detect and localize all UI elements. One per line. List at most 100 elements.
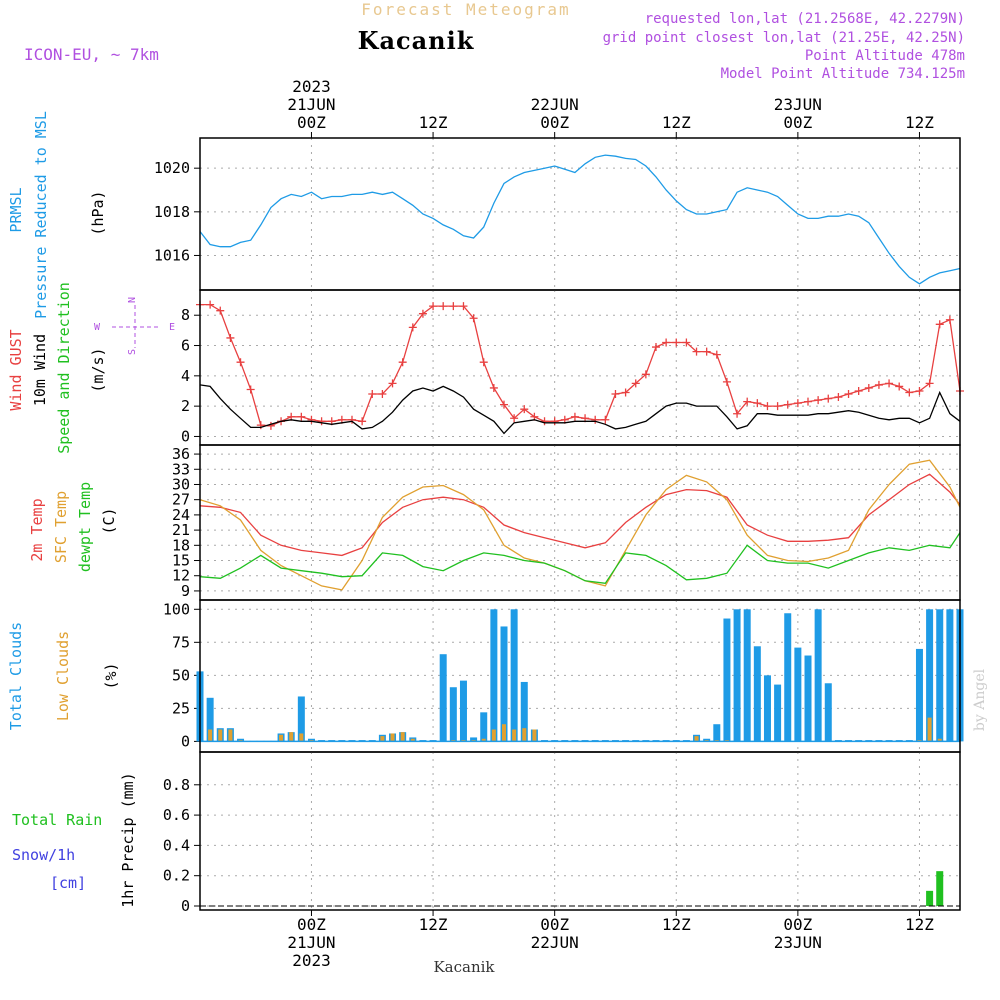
gust-marker [368,390,377,399]
footer-location: Kacanik [433,958,495,976]
cloud-bar [784,613,792,742]
gust-marker [905,388,914,397]
gust-marker [520,405,529,414]
top-title: Forecast Meteogram [361,0,570,19]
gust-marker [206,300,215,309]
precip-label-rain: Total Rain [12,811,102,829]
gust-marker [652,343,660,352]
gust-marker [793,399,802,408]
y-tick-label: 0 [181,427,190,445]
cloud-bar [763,675,771,742]
cloud-bar [926,609,934,742]
cloud-bar [915,648,923,742]
gust-marker [500,400,508,409]
cloud-bar [794,647,802,742]
date-label-bottom: 22JUN [531,933,579,952]
cloud-bar [218,729,223,742]
y-tick-label: 9 [181,582,190,600]
cloud-bar [804,655,812,742]
wind-label-3: Speed and Direction [55,282,73,454]
precip-unit: 1hr Precip (mm) [119,772,137,907]
gust-marker [479,358,488,367]
date-label-bottom: 21JUN [287,933,335,952]
time-tick-label-top: 00Z [540,113,569,132]
cloud-bar [470,737,478,742]
cloud-bar [937,738,942,742]
gust-marker [226,333,235,342]
model-label: ICON-EU, ~ 7km [24,45,159,64]
precip-bar [936,871,944,906]
date-label-top: 22JUN [531,95,579,114]
cloud-bar [491,729,496,742]
cloud-bar [753,646,761,742]
y-tick-label: 1020 [154,159,190,177]
pressure-label-2: Pressure Reduced to MSL [32,111,50,319]
y-tick-label: 24 [172,506,190,524]
gust-marker [246,385,255,394]
cloud-bar [814,609,822,742]
chart-marks: 1016101810200246891215182124273033360255… [154,77,964,970]
gust-marker [763,402,772,411]
cloud-bar [743,609,751,742]
time-tick-label-top: 12Z [419,113,448,132]
y-tick-label: 0.2 [163,867,190,885]
panel-frame [199,751,961,911]
cloud-bar [459,680,467,742]
time-tick-label-top: 12Z [662,113,691,132]
gust-marker [429,302,438,311]
compass-rose: N S W E [94,297,175,355]
gust-marker [418,309,427,318]
gust-marker [672,338,681,347]
time-tick-label-bottom: 12Z [419,915,448,934]
gust-marker [611,390,620,399]
gust-marker [874,380,883,389]
time-tick-label-bottom: 00Z [783,915,812,934]
gust-marker [641,370,650,379]
gust-marker [266,421,275,430]
gust-marker [591,415,600,424]
watermark: by Angel [972,668,988,731]
cloud-bar [400,732,405,742]
y-tick-label: 50 [172,666,190,684]
cloud-bar [480,712,488,742]
temp-label-1: 2m Temp [28,498,46,561]
clouds-label-2: Low Clouds [54,631,72,721]
date-label-top: 23JUN [774,95,822,114]
gust-marker [449,302,458,311]
cloud-bar [481,738,486,742]
time-tick-label-top: 12Z [905,113,934,132]
clouds-label-1: Total Clouds [7,622,25,730]
gust-marker [601,415,610,424]
gust-marker [307,415,316,424]
cloud-bar [824,683,832,742]
cloud-bar [297,696,305,742]
time-tick-label-bottom: 00Z [540,915,569,934]
cloud-bar [380,736,385,742]
temp-unit: (C) [100,507,118,534]
clouds-unit: (%) [102,662,120,689]
compass-w: W [94,322,101,333]
gust-marker [459,302,468,311]
temp-label-3: dewpt Temp [76,482,94,572]
cloud-bar [439,654,447,742]
panel-frame [199,444,961,601]
gust-marker [935,320,944,329]
y-tick-label: 12 [172,567,190,585]
y-tick-label: 36 [172,445,190,463]
cloud-bar [774,684,782,742]
series-line [199,532,961,584]
gust-marker [621,388,630,397]
series-line [199,473,961,557]
gust-marker [945,315,954,324]
gust-marker [773,402,782,411]
gust-marker [834,393,843,402]
gust-marker [469,314,478,323]
gust-marker [439,302,448,311]
gust-marker [398,358,407,367]
gust-marker [722,377,731,386]
y-tick-label: 8 [181,306,190,324]
gust-marker [297,412,306,421]
compass-s: S [127,349,138,355]
cloud-bar [520,681,528,742]
time-tick-label-bottom: 00Z [297,915,326,934]
